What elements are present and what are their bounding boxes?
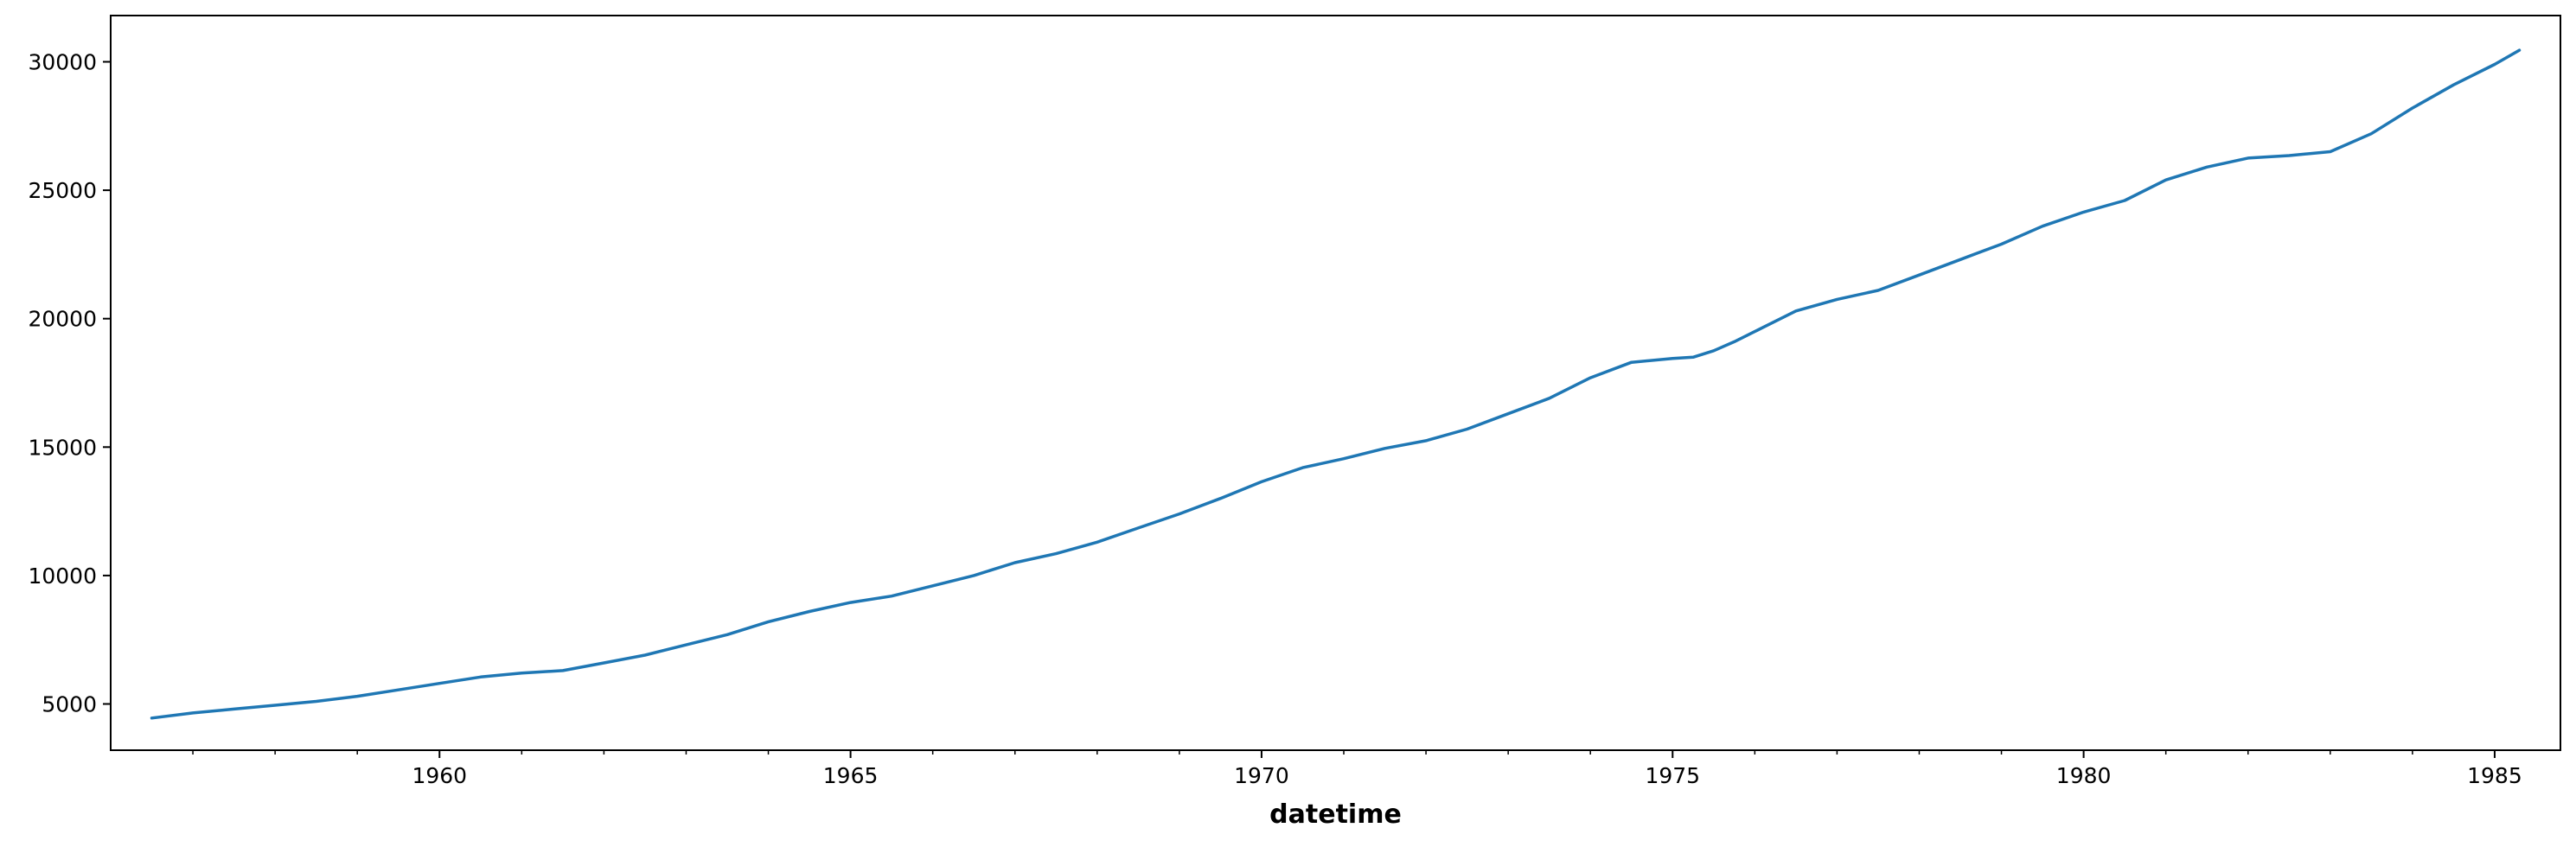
plot-area (150, 48, 2522, 720)
x-tick-label: 1960 (412, 763, 467, 788)
y-tick-label: 20000 (28, 307, 97, 332)
axes-ticks: 1960 1965 1970 1975 1980 1985 5000 10000 15000 20… (28, 15, 2561, 788)
x-tick-label: 1965 (823, 763, 879, 788)
x-tick-label: 1970 (1234, 763, 1289, 788)
x-tick-label: 1975 (1645, 763, 1700, 788)
x-axis-label: datetime (1269, 799, 1402, 830)
axes-frame (110, 15, 2561, 751)
y-tick-label: 25000 (28, 178, 97, 203)
series-line-0 (150, 48, 2522, 720)
x-tick-label: 1980 (2056, 763, 2112, 788)
y-tick-label: 5000 (42, 692, 97, 717)
y-tick-label: 30000 (28, 49, 97, 74)
x-tick-label: 1985 (2467, 763, 2522, 788)
y-tick-label: 10000 (28, 564, 97, 589)
y-tick-label: 15000 (28, 435, 97, 460)
